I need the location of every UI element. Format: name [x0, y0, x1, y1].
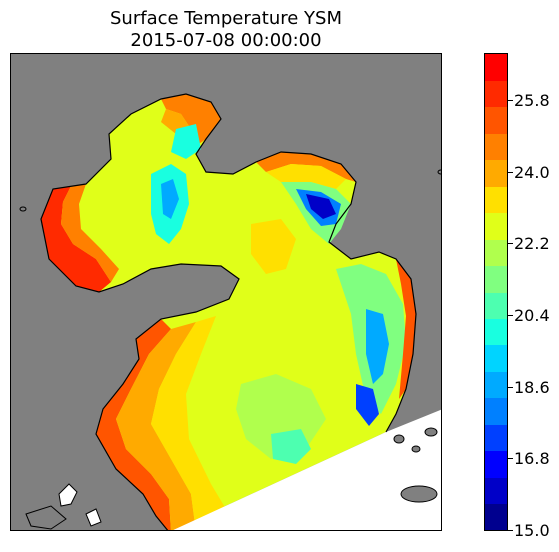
colorbar-segment: [485, 54, 507, 82]
sea-cold-bohai-3: [171, 124, 201, 159]
colorbar-segment: [485, 239, 507, 267]
colorbar-tick: [507, 99, 513, 101]
colorbar-tick-label: 22.2: [514, 234, 550, 254]
chart-title: Surface Temperature YSM: [110, 8, 342, 29]
colorbar-tick: [507, 171, 513, 173]
colorbar-segment: [485, 344, 507, 372]
sea-cold-korea-3: [356, 384, 379, 426]
colorbar-tick-label: 20.4: [514, 305, 550, 325]
colorbar-tick: [507, 243, 513, 245]
colorbar-segment: [485, 265, 507, 293]
white-islands: [58, 483, 102, 527]
chart-subtitle-date: 2015-07-08 00:00:00: [130, 30, 322, 51]
colorbar-segment: [485, 477, 507, 505]
sea-cold-korea-2: [366, 309, 389, 384]
colorbar-segment: [485, 371, 507, 399]
colorbar-segment: [485, 106, 507, 134]
temperature-map: [10, 53, 442, 531]
sea-warm-north-coast-2: [266, 164, 346, 189]
sea-cold-bohai-2: [161, 179, 179, 219]
sea-warm-jiangsu-2: [116, 322, 196, 530]
colorbar-segment: [485, 133, 507, 161]
map-canvas: [19, 93, 441, 530]
colorbar-segment: [485, 397, 507, 425]
coast-southwest: [25, 505, 67, 530]
colorbar-tick-label: 16.8: [514, 449, 550, 469]
colorbar-tick-label: 15.0: [514, 521, 550, 540]
sea-temperature-field: [41, 94, 416, 530]
sea-cold-east-3: [306, 194, 336, 219]
colorbar-segment: [485, 292, 507, 320]
sea-warm-bohai-west: [41, 186, 111, 292]
colorbar-segment: [485, 503, 507, 530]
sea-yellow-tongue: [251, 219, 296, 274]
colorbar-tick: [507, 314, 513, 316]
colorbar-segment: [485, 186, 507, 214]
sea-warm-north-coast: [256, 152, 356, 182]
colorbar-tick-label: 25.8: [514, 90, 550, 110]
sea-warm-jiangsu-3: [151, 316, 226, 530]
colorbar-segment: [485, 450, 507, 478]
colorbar-segment: [485, 424, 507, 452]
colorbar-tick: [507, 386, 513, 388]
no-data-area: [173, 409, 441, 530]
colorbar: [484, 53, 508, 531]
coastline: [40, 93, 417, 530]
colorbar-tick-label: 18.6: [514, 377, 550, 397]
sea-warm-bohai-west-2: [61, 184, 119, 282]
sea-warm-jiangsu: [96, 319, 171, 530]
colorbar-tick: [507, 458, 513, 460]
sea-warm-liaodong: [161, 94, 221, 146]
colorbar-segment: [485, 212, 507, 240]
colorbar-segment: [485, 318, 507, 346]
sea-cyan-central: [271, 429, 311, 464]
colorbar-segment: [485, 80, 507, 108]
colorbar-tick: [507, 530, 513, 531]
islands: [19, 169, 441, 503]
colorbar-segment: [485, 159, 507, 187]
colorbar-tick-label: 24.0: [514, 162, 550, 182]
